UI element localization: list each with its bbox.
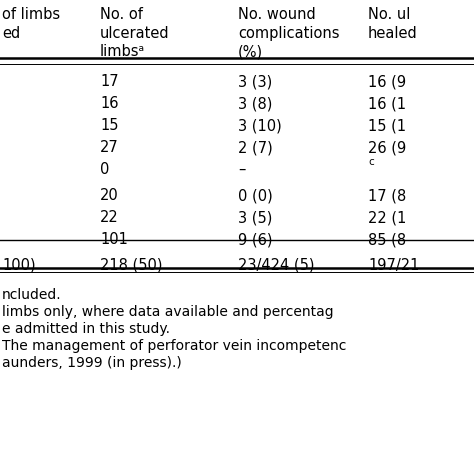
Text: 27: 27 (100, 140, 119, 155)
Text: 16: 16 (100, 96, 118, 111)
Text: of limbs
ed: of limbs ed (2, 7, 60, 41)
Text: No. ul
healed: No. ul healed (368, 7, 418, 41)
Text: 22: 22 (100, 210, 119, 225)
Text: 9 (6): 9 (6) (238, 232, 273, 247)
Text: 100): 100) (2, 258, 36, 273)
Text: aunders, 1999 (in press).): aunders, 1999 (in press).) (2, 356, 182, 370)
Text: 218 (50): 218 (50) (100, 258, 163, 273)
Text: 3 (3): 3 (3) (238, 74, 272, 89)
Text: 3 (10): 3 (10) (238, 118, 282, 133)
Text: 20: 20 (100, 188, 119, 203)
Text: 16 (9: 16 (9 (368, 74, 406, 89)
Text: 23/424 (5): 23/424 (5) (238, 258, 315, 273)
Text: 16 (1: 16 (1 (368, 96, 406, 111)
Text: 17: 17 (100, 74, 118, 89)
Text: 85 (8: 85 (8 (368, 232, 406, 247)
Text: c: c (368, 157, 374, 167)
Text: 15: 15 (100, 118, 118, 133)
Text: No. of
ulcerated
limbsᵃ: No. of ulcerated limbsᵃ (100, 7, 170, 59)
Text: The management of perforator vein incompetenc: The management of perforator vein incomp… (2, 339, 346, 353)
Text: e admitted in this study.: e admitted in this study. (2, 322, 170, 336)
Text: 22 (1: 22 (1 (368, 210, 406, 225)
Text: 0 (0): 0 (0) (238, 188, 273, 203)
Text: ncluded.: ncluded. (2, 288, 62, 302)
Text: 26 (9: 26 (9 (368, 140, 406, 155)
Text: 0: 0 (100, 162, 109, 177)
Text: No. wound
complications
(%): No. wound complications (%) (238, 7, 339, 59)
Text: 101: 101 (100, 232, 128, 247)
Text: 3 (8): 3 (8) (238, 96, 273, 111)
Text: 197/21: 197/21 (368, 258, 419, 273)
Text: 17 (8: 17 (8 (368, 188, 406, 203)
Text: 15 (1: 15 (1 (368, 118, 406, 133)
Text: limbs only, where data available and percentag: limbs only, where data available and per… (2, 305, 334, 319)
Text: 3 (5): 3 (5) (238, 210, 273, 225)
Text: –: – (238, 162, 246, 177)
Text: 2 (7): 2 (7) (238, 140, 273, 155)
